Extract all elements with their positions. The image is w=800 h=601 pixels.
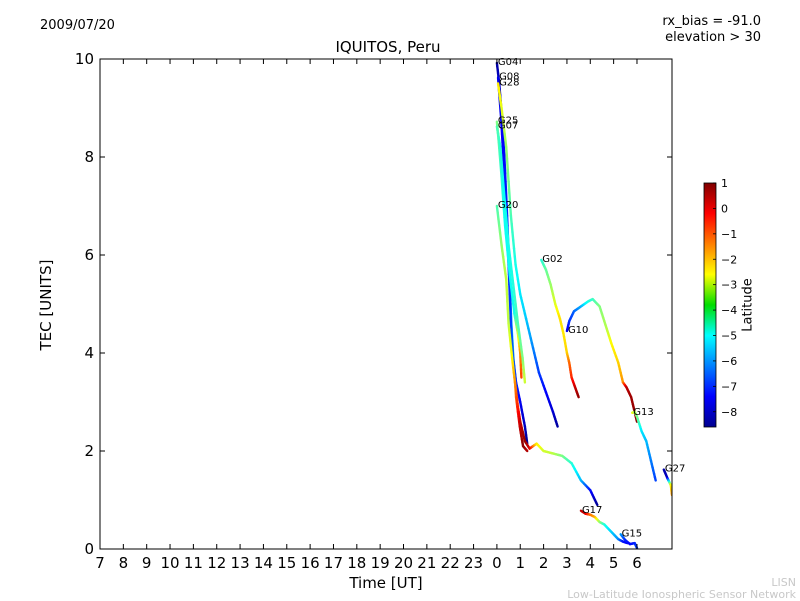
series-segment (514, 248, 515, 256)
series-label-g07: G07 (498, 121, 518, 132)
colorbar-tick-label: −6 (721, 355, 737, 368)
series-segment (504, 217, 505, 225)
colorbar (704, 183, 716, 427)
series-segment (506, 218, 507, 227)
series-segment (527, 450, 528, 451)
series-segment (511, 216, 512, 224)
colorbar-tick-label: −8 (721, 406, 737, 419)
x-tick-label: 6 (632, 554, 642, 572)
series-g20 (497, 206, 597, 505)
series-label-g15: G15 (622, 528, 642, 539)
x-tick-label: 20 (394, 554, 413, 572)
x-tick-label: 5 (609, 554, 619, 572)
colorbar-tick-label: −5 (721, 330, 737, 343)
x-tick-label: 19 (371, 554, 390, 572)
x-tick-label: 12 (207, 554, 226, 572)
series-segment (509, 182, 510, 193)
colorbar-tick-label: −7 (721, 380, 737, 393)
x-tick-label: 14 (254, 554, 273, 572)
x-tick-label: 22 (441, 554, 460, 572)
series-segment (655, 477, 656, 480)
x-tick-label: 11 (184, 554, 203, 572)
series-segment (508, 258, 509, 266)
series-label-g10: G10 (568, 325, 588, 336)
x-tick-label: 16 (301, 554, 320, 572)
y-tick-label: 4 (84, 344, 94, 362)
series-label-g20: G20 (498, 200, 518, 211)
x-tick-label: 18 (347, 554, 366, 572)
x-tick-label: 7 (95, 554, 105, 572)
x-tick-label: 21 (417, 554, 436, 572)
series-segment (512, 232, 513, 240)
series-label-g02: G02 (542, 254, 562, 265)
y-tick-label: 8 (84, 148, 94, 166)
series-segment (557, 424, 558, 426)
series-segment (513, 240, 514, 248)
x-tick-label: 10 (160, 554, 179, 572)
series-segment (509, 266, 510, 274)
series-segment (508, 236, 509, 245)
series-segment (505, 226, 506, 234)
series-segment (507, 227, 508, 236)
x-tick-label: 17 (324, 554, 343, 572)
x-tick-label: 0 (492, 554, 502, 572)
series-label-g17: G17 (582, 505, 602, 516)
series-segment (506, 147, 507, 158)
x-tick-label: 8 (119, 554, 129, 572)
series-label-g13: G13 (633, 407, 653, 418)
colorbar-tick-label: −4 (721, 304, 737, 317)
y-tick-label: 0 (84, 540, 94, 558)
x-tick-label: 4 (586, 554, 596, 572)
series-g13 (632, 412, 655, 481)
series-segment (508, 170, 509, 181)
y-tick-label: 10 (75, 50, 94, 68)
colorbar-tick-label: 1 (721, 177, 728, 190)
series-label-g27: G27 (665, 464, 685, 475)
colorbar-tick-label: −2 (721, 253, 737, 266)
x-tick-label: 3 (562, 554, 572, 572)
series-label-g28: G28 (499, 78, 519, 89)
x-tick-label: 2 (539, 554, 549, 572)
x-tick-label: 15 (277, 554, 296, 572)
y-tick-label: 2 (84, 442, 94, 460)
series-segment (507, 159, 508, 170)
colorbar-tick-label: −1 (721, 228, 737, 241)
series-segment (504, 191, 505, 200)
y-tick-label: 6 (84, 246, 94, 264)
series-segment (515, 257, 516, 265)
x-tick-label: 1 (515, 554, 525, 572)
x-tick-label: 9 (142, 554, 152, 572)
colorbar-tick-label: 0 (721, 202, 728, 215)
series-label-g04: G04 (498, 57, 518, 68)
series-segment (507, 250, 508, 258)
series-segment (578, 395, 579, 397)
colorbar-tick-label: −3 (721, 279, 737, 292)
series-segment (512, 224, 513, 232)
series-g08 (498, 78, 527, 444)
x-tick-label: 23 (464, 554, 483, 572)
series-g10 (567, 299, 637, 422)
x-tick-label: 13 (231, 554, 250, 572)
